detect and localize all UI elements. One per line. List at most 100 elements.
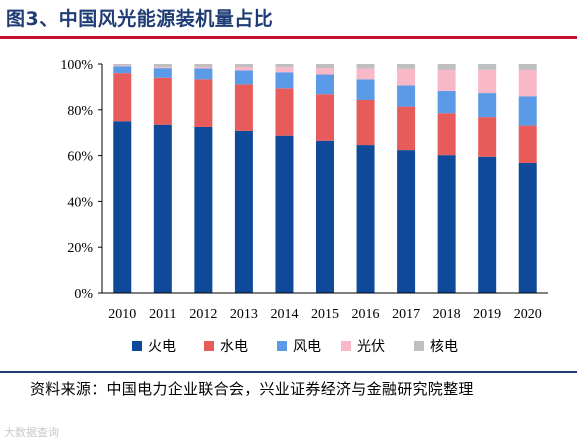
bar-segment-series-4	[397, 68, 416, 86]
bar-stack-2016	[356, 64, 375, 293]
legend-swatch	[132, 341, 142, 351]
y-tick-label: 60%	[67, 150, 93, 165]
bar-segment-series-3	[356, 79, 375, 100]
bar-segment-series-1	[275, 135, 294, 293]
bar-segment-series-4	[356, 68, 375, 80]
bar-segment-series-1	[194, 126, 213, 293]
bar-segment-series-4	[437, 69, 456, 92]
y-tick-label: 20%	[67, 241, 93, 256]
stacked-bar-chart: 0%20%40%60%80%100% 2010 2011 2012 2013 2014 2…	[60, 58, 548, 355]
figure-title: 图3、中国风光能源装机量占比	[6, 8, 274, 30]
x-axis: 2010 2011 2012 2013 2014 2015 2016 2017 2018 2019…	[102, 292, 548, 322]
bar-stack-2010	[113, 64, 132, 293]
y-tick-label: 40%	[67, 195, 93, 210]
bar-segment-series-4	[518, 69, 537, 97]
bar-segment-series-2	[397, 106, 416, 151]
legend-swatch	[277, 341, 287, 351]
bar-segment-series-5	[316, 64, 334, 69]
bar-segment-series-1	[153, 124, 172, 293]
x-tick-label: 2010	[108, 307, 136, 322]
bar-segment-series-4	[316, 68, 334, 75]
bar-segment-series-2	[478, 117, 497, 157]
bar-segment-series-5	[478, 64, 497, 70]
legend-label: 水电	[220, 339, 248, 355]
bar-segment-series-3	[397, 85, 416, 107]
bar-segment-series-1	[356, 145, 375, 293]
legend-swatch	[414, 341, 424, 351]
legend-item: 核电	[414, 339, 458, 355]
bar-stack-2013	[234, 64, 253, 293]
bar-segment-series-3	[437, 91, 456, 114]
bar-segment-series-3	[316, 74, 334, 95]
bar-segment-series-2	[113, 73, 132, 122]
title-underline	[0, 36, 577, 39]
bar-stack-2017	[397, 64, 416, 293]
legend-label: 风电	[293, 339, 321, 355]
source-divider	[0, 371, 577, 373]
bar-segment-series-2	[234, 84, 253, 131]
bar-segment-series-2	[194, 79, 213, 127]
bar-stack-2019	[478, 64, 497, 293]
bar-segment-series-3	[153, 68, 172, 78]
bar-segment-series-2	[316, 94, 334, 141]
bar-segment-series-2	[518, 125, 537, 163]
legend-label: 光伏	[357, 339, 385, 355]
x-tick-label: 2016	[352, 307, 380, 322]
y-tick-label: 100%	[60, 58, 93, 73]
y-tick-label: 0%	[74, 287, 93, 302]
y-tick-label: 80%	[67, 104, 93, 119]
x-tick-label: 2017	[392, 307, 420, 322]
bar-segment-series-2	[437, 113, 456, 156]
legend-swatch	[204, 341, 214, 351]
bar-segment-series-2	[275, 88, 294, 136]
x-tick-label: 2020	[514, 307, 542, 322]
legend-item: 风电	[277, 339, 321, 355]
bar-segment-series-3	[518, 96, 537, 126]
legend-item: 光伏	[341, 339, 385, 355]
legend-label: 火电	[148, 339, 176, 355]
y-axis: 0% 20% 40% 60% 80% 100%	[60, 58, 103, 302]
bar-segment-series-5	[234, 64, 253, 67]
bar-stack-2011	[153, 64, 172, 293]
x-tick-label: 2011	[149, 307, 176, 322]
bar-segment-series-1	[397, 150, 416, 293]
x-tick-label: 2019	[473, 307, 501, 322]
bar-segment-series-4	[153, 67, 172, 69]
bar-segment-series-1	[478, 156, 497, 293]
bar-segment-series-4	[478, 69, 497, 94]
bar-stack-2014	[275, 64, 294, 293]
legend-item: 水电	[204, 339, 248, 355]
bar-stacks	[113, 64, 537, 293]
bar-segment-series-5	[275, 64, 294, 68]
bar-segment-series-3	[478, 93, 497, 118]
x-tick-label: 2015	[311, 307, 339, 322]
x-tick-label: 2013	[230, 307, 258, 322]
bar-segment-series-1	[316, 140, 334, 293]
bar-segment-series-4	[275, 67, 294, 73]
x-tick-label: 2018	[433, 307, 461, 322]
bar-segment-series-5	[153, 64, 172, 68]
x-tick-label: 2012	[189, 307, 217, 322]
bar-segment-series-5	[356, 64, 375, 69]
bar-segment-series-5	[518, 64, 537, 70]
legend-item: 火电	[132, 339, 176, 355]
source-note: 资料来源：中国电力企业联合会，兴业证券经济与金融研究院整理	[30, 380, 474, 398]
bar-segment-series-3	[275, 72, 294, 89]
figure-header: 图3、中国风光能源装机量占比	[0, 0, 577, 39]
watermark: 大数据查询	[4, 426, 59, 439]
bar-segment-series-1	[518, 162, 537, 293]
bar-segment-series-3	[113, 66, 132, 74]
bar-segment-series-1	[437, 155, 456, 293]
bar-segment-series-2	[153, 77, 172, 125]
bar-stack-2020	[518, 64, 537, 293]
bar-segment-series-5	[437, 64, 456, 70]
bar-segment-series-1	[113, 121, 132, 293]
x-tick-label: 2014	[270, 307, 298, 322]
bar-stack-2018	[437, 64, 456, 293]
bar-stack-2015	[316, 64, 334, 293]
bar-segment-series-3	[234, 70, 253, 85]
legend-swatch	[341, 341, 351, 351]
bar-segment-series-5	[194, 64, 213, 67]
legend-label: 核电	[430, 339, 458, 355]
bar-segment-series-2	[356, 99, 375, 146]
